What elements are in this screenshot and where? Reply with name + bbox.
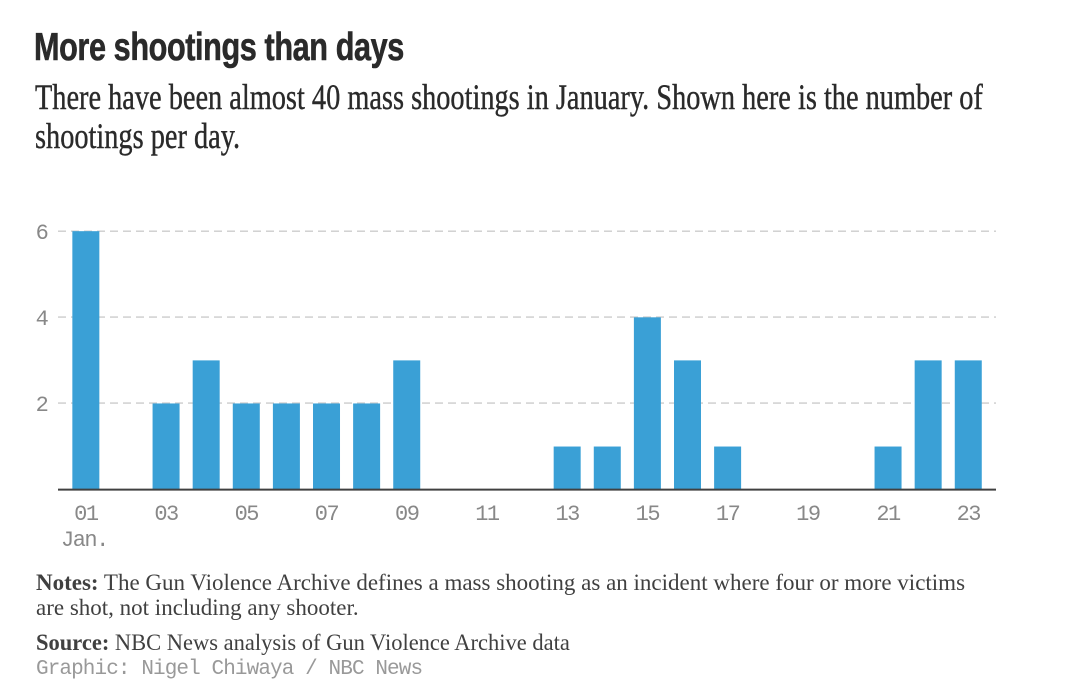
svg-text:05: 05: [235, 502, 259, 527]
svg-text:Jan.: Jan.: [61, 528, 108, 553]
svg-text:21: 21: [876, 502, 901, 527]
svg-text:23: 23: [957, 502, 981, 527]
svg-text:11: 11: [475, 502, 500, 527]
svg-text:4: 4: [36, 307, 49, 332]
svg-text:01: 01: [74, 502, 99, 527]
svg-text:6: 6: [36, 221, 49, 246]
svg-text:17: 17: [716, 502, 740, 527]
svg-text:03: 03: [154, 502, 178, 527]
svg-text:13: 13: [555, 502, 579, 527]
svg-text:07: 07: [315, 502, 339, 527]
svg-text:2: 2: [36, 393, 49, 418]
svg-text:19: 19: [796, 502, 820, 527]
svg-text:09: 09: [395, 502, 419, 527]
svg-text:15: 15: [636, 502, 660, 527]
